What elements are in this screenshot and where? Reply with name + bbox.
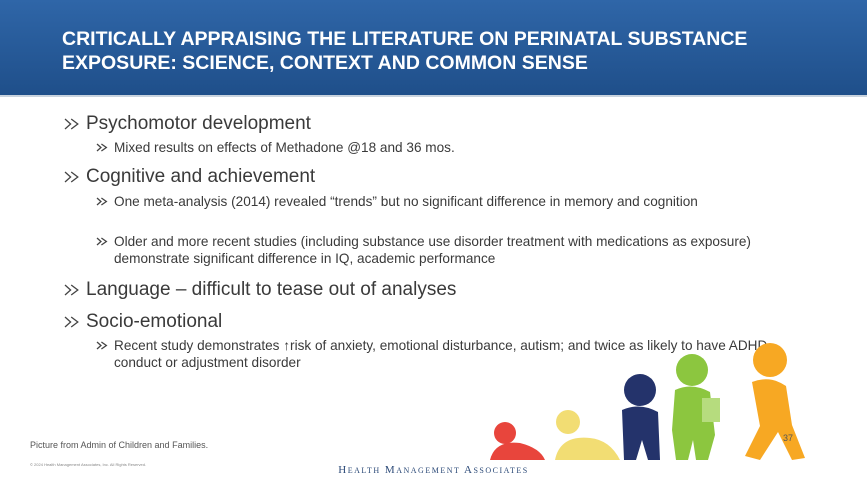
bullet-text: Socio-emotional <box>86 311 223 332</box>
sub-bullet-marker <box>96 341 108 350</box>
bullet-marker <box>64 316 79 328</box>
header-band: CRITICALLY APPRAISING THE LITERATURE ON … <box>0 0 867 97</box>
sub-bullet-text: Mixed results on effects of Methadone @1… <box>114 140 455 155</box>
bullet-marker <box>64 171 79 183</box>
sub-bullet-marker <box>96 237 108 246</box>
sub-bullet-text: Recent study demonstrates ↑risk of anxie… <box>114 338 772 370</box>
copyright: © 2024 Health Management Associates, Inc… <box>30 462 147 467</box>
bullet-text: Cognitive and achievement <box>86 166 316 187</box>
sub-bullet-marker <box>96 197 108 206</box>
sub-bullet-text: Older and more recent studies (including… <box>114 234 751 266</box>
bullet-text: Psychomotor development <box>86 113 311 134</box>
page-number: 37 <box>783 433 794 443</box>
bullet-text: Language – difficult to tease out of ana… <box>86 279 457 300</box>
bullet-marker <box>64 118 79 130</box>
bullet-marker <box>64 284 79 296</box>
slide-title: CRITICALLY APPRAISING THE LITERATURE ON … <box>62 28 748 74</box>
sub-bullet-text: One meta-analysis (2014) revealed “trend… <box>114 194 698 209</box>
sub-bullet-marker <box>96 143 108 152</box>
logo: Health Management Associates <box>338 464 529 476</box>
children-illustration <box>490 343 805 460</box>
picture-credit: Picture from Admin of Children and Famil… <box>30 440 209 450</box>
